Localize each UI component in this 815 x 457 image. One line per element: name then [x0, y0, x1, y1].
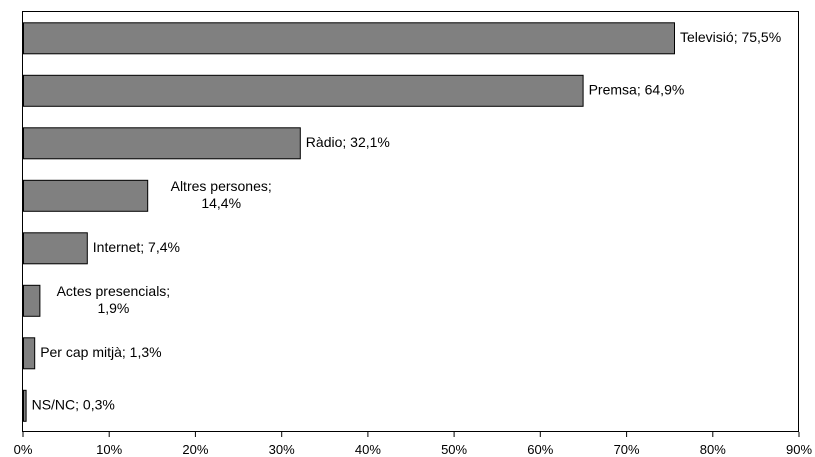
- x-tick-label: 80%: [700, 442, 726, 457]
- x-tick-label: 40%: [355, 442, 381, 457]
- bar-televisio: [24, 23, 675, 54]
- data-label-per-cap-mitja: Per cap mitjà; 1,3%: [40, 344, 161, 360]
- data-label-actes-presencials: Actes presencials;: [57, 283, 171, 299]
- bar-per-cap-mitja: [24, 338, 35, 369]
- x-axis-ticks-group: 0% 10% 20% 30% 40% 50% 60% 70% 80% 90%: [14, 432, 813, 457]
- data-label-altres-persones: Altres persones;: [171, 178, 272, 194]
- data-label-altres-persones: 14,4%: [201, 195, 241, 211]
- x-tick-label: 30%: [269, 442, 295, 457]
- x-tick-label: 90%: [786, 442, 812, 457]
- bar-ns-nc: [24, 390, 27, 421]
- x-tick-label: 10%: [96, 442, 122, 457]
- x-tick-label: 20%: [182, 442, 208, 457]
- bars-group: [24, 23, 675, 422]
- x-tick-label: 60%: [527, 442, 553, 457]
- x-tick-label: 70%: [614, 442, 640, 457]
- bar-internet: [24, 233, 88, 264]
- x-tick-label: 50%: [441, 442, 467, 457]
- data-label-ns-nc: NS/NC; 0,3%: [32, 397, 115, 413]
- bar-actes-presencials: [24, 285, 40, 316]
- x-tick-label: 0%: [14, 442, 33, 457]
- plot-area-frame: [23, 12, 799, 432]
- bar-altres-persones: [24, 180, 148, 211]
- data-label-premsa: Premsa; 64,9%: [589, 82, 685, 98]
- data-label-internet: Internet; 7,4%: [93, 239, 180, 255]
- bar-radio: [24, 128, 301, 159]
- bar-premsa: [24, 75, 584, 106]
- data-label-radio: Ràdio; 32,1%: [306, 134, 390, 150]
- data-label-actes-presencials: 1,9%: [97, 300, 129, 316]
- data-label-televisio: Televisió; 75,5%: [680, 29, 781, 45]
